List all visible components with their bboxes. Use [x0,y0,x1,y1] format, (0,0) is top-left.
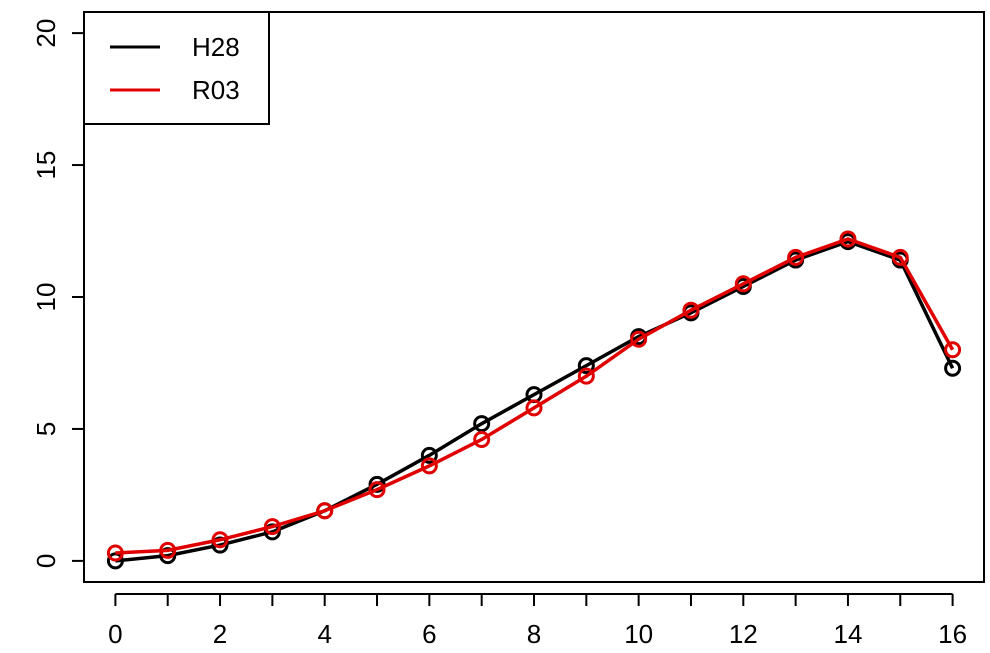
x-tick-label: 14 [833,619,862,649]
y-tick-label: 5 [31,422,61,436]
data-point [263,518,281,536]
data-point [630,330,648,348]
data-point [420,446,438,464]
data-point [473,431,491,448]
data-point [159,541,177,559]
series-layer [106,230,962,570]
data-point [787,248,805,266]
legend-label-r03: R03 [192,75,240,105]
series-r03 [106,230,962,562]
series-line-r03 [115,237,955,555]
data-point [211,531,229,549]
x-tick-label: 0 [108,619,122,649]
x-tick-label: 4 [317,619,331,649]
data-point [682,301,700,319]
legend: H28 R03 [83,11,270,125]
x-axis: 0 2 4 6 8 10 12 14 16 [108,593,967,649]
x-tick-label: 10 [624,619,653,649]
data-point [734,275,752,293]
y-tick-label: 15 [31,151,61,180]
y-tick-label: 0 [31,554,61,568]
data-point [316,502,334,520]
data-point [106,544,124,562]
data-point [891,248,909,266]
y-tick-label: 20 [31,19,61,48]
y-axis: 0 5 10 15 20 [31,19,84,568]
data-point [106,552,124,570]
x-tick-label: 12 [729,619,758,649]
data-point [368,481,386,499]
legend-label-h28: H28 [192,32,240,62]
series-line-h28 [115,239,955,563]
x-tick-label: 6 [422,619,436,649]
data-point [525,399,543,417]
data-point [473,415,491,433]
data-point [577,367,595,385]
legend-box [83,11,270,125]
data-point [944,359,962,377]
x-tick-label: 2 [213,619,227,649]
data-point [839,230,857,248]
data-point [944,341,962,359]
y-tick-label: 10 [31,283,61,312]
data-point [420,457,438,475]
x-tick-label: 8 [527,619,541,649]
data-point [577,357,595,375]
x-tick-label: 16 [938,619,967,649]
